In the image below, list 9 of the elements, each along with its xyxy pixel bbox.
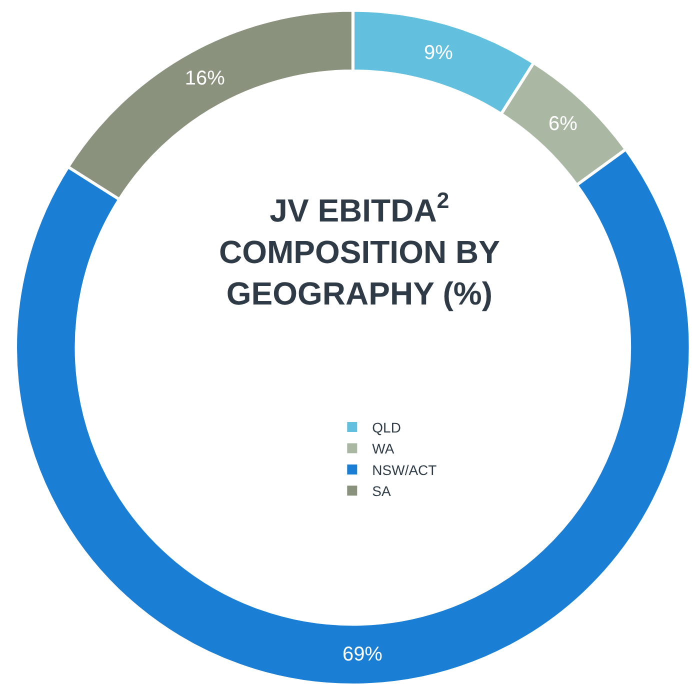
legend-label: NSW/ACT: [372, 462, 438, 478]
legend-label: SA: [372, 483, 392, 500]
data-label: 69%: [342, 643, 383, 666]
data-label: 6%: [548, 112, 578, 135]
data-label: 9%: [424, 42, 454, 64]
text: JV EBITDA$^{2}$ COMPOSITION BY GEOGRAPHY (%): [219, 188, 500, 312]
legend-label: QLD: [372, 420, 401, 436]
data-label: 16%: [184, 68, 226, 90]
legend-label: WA: [372, 440, 395, 457]
